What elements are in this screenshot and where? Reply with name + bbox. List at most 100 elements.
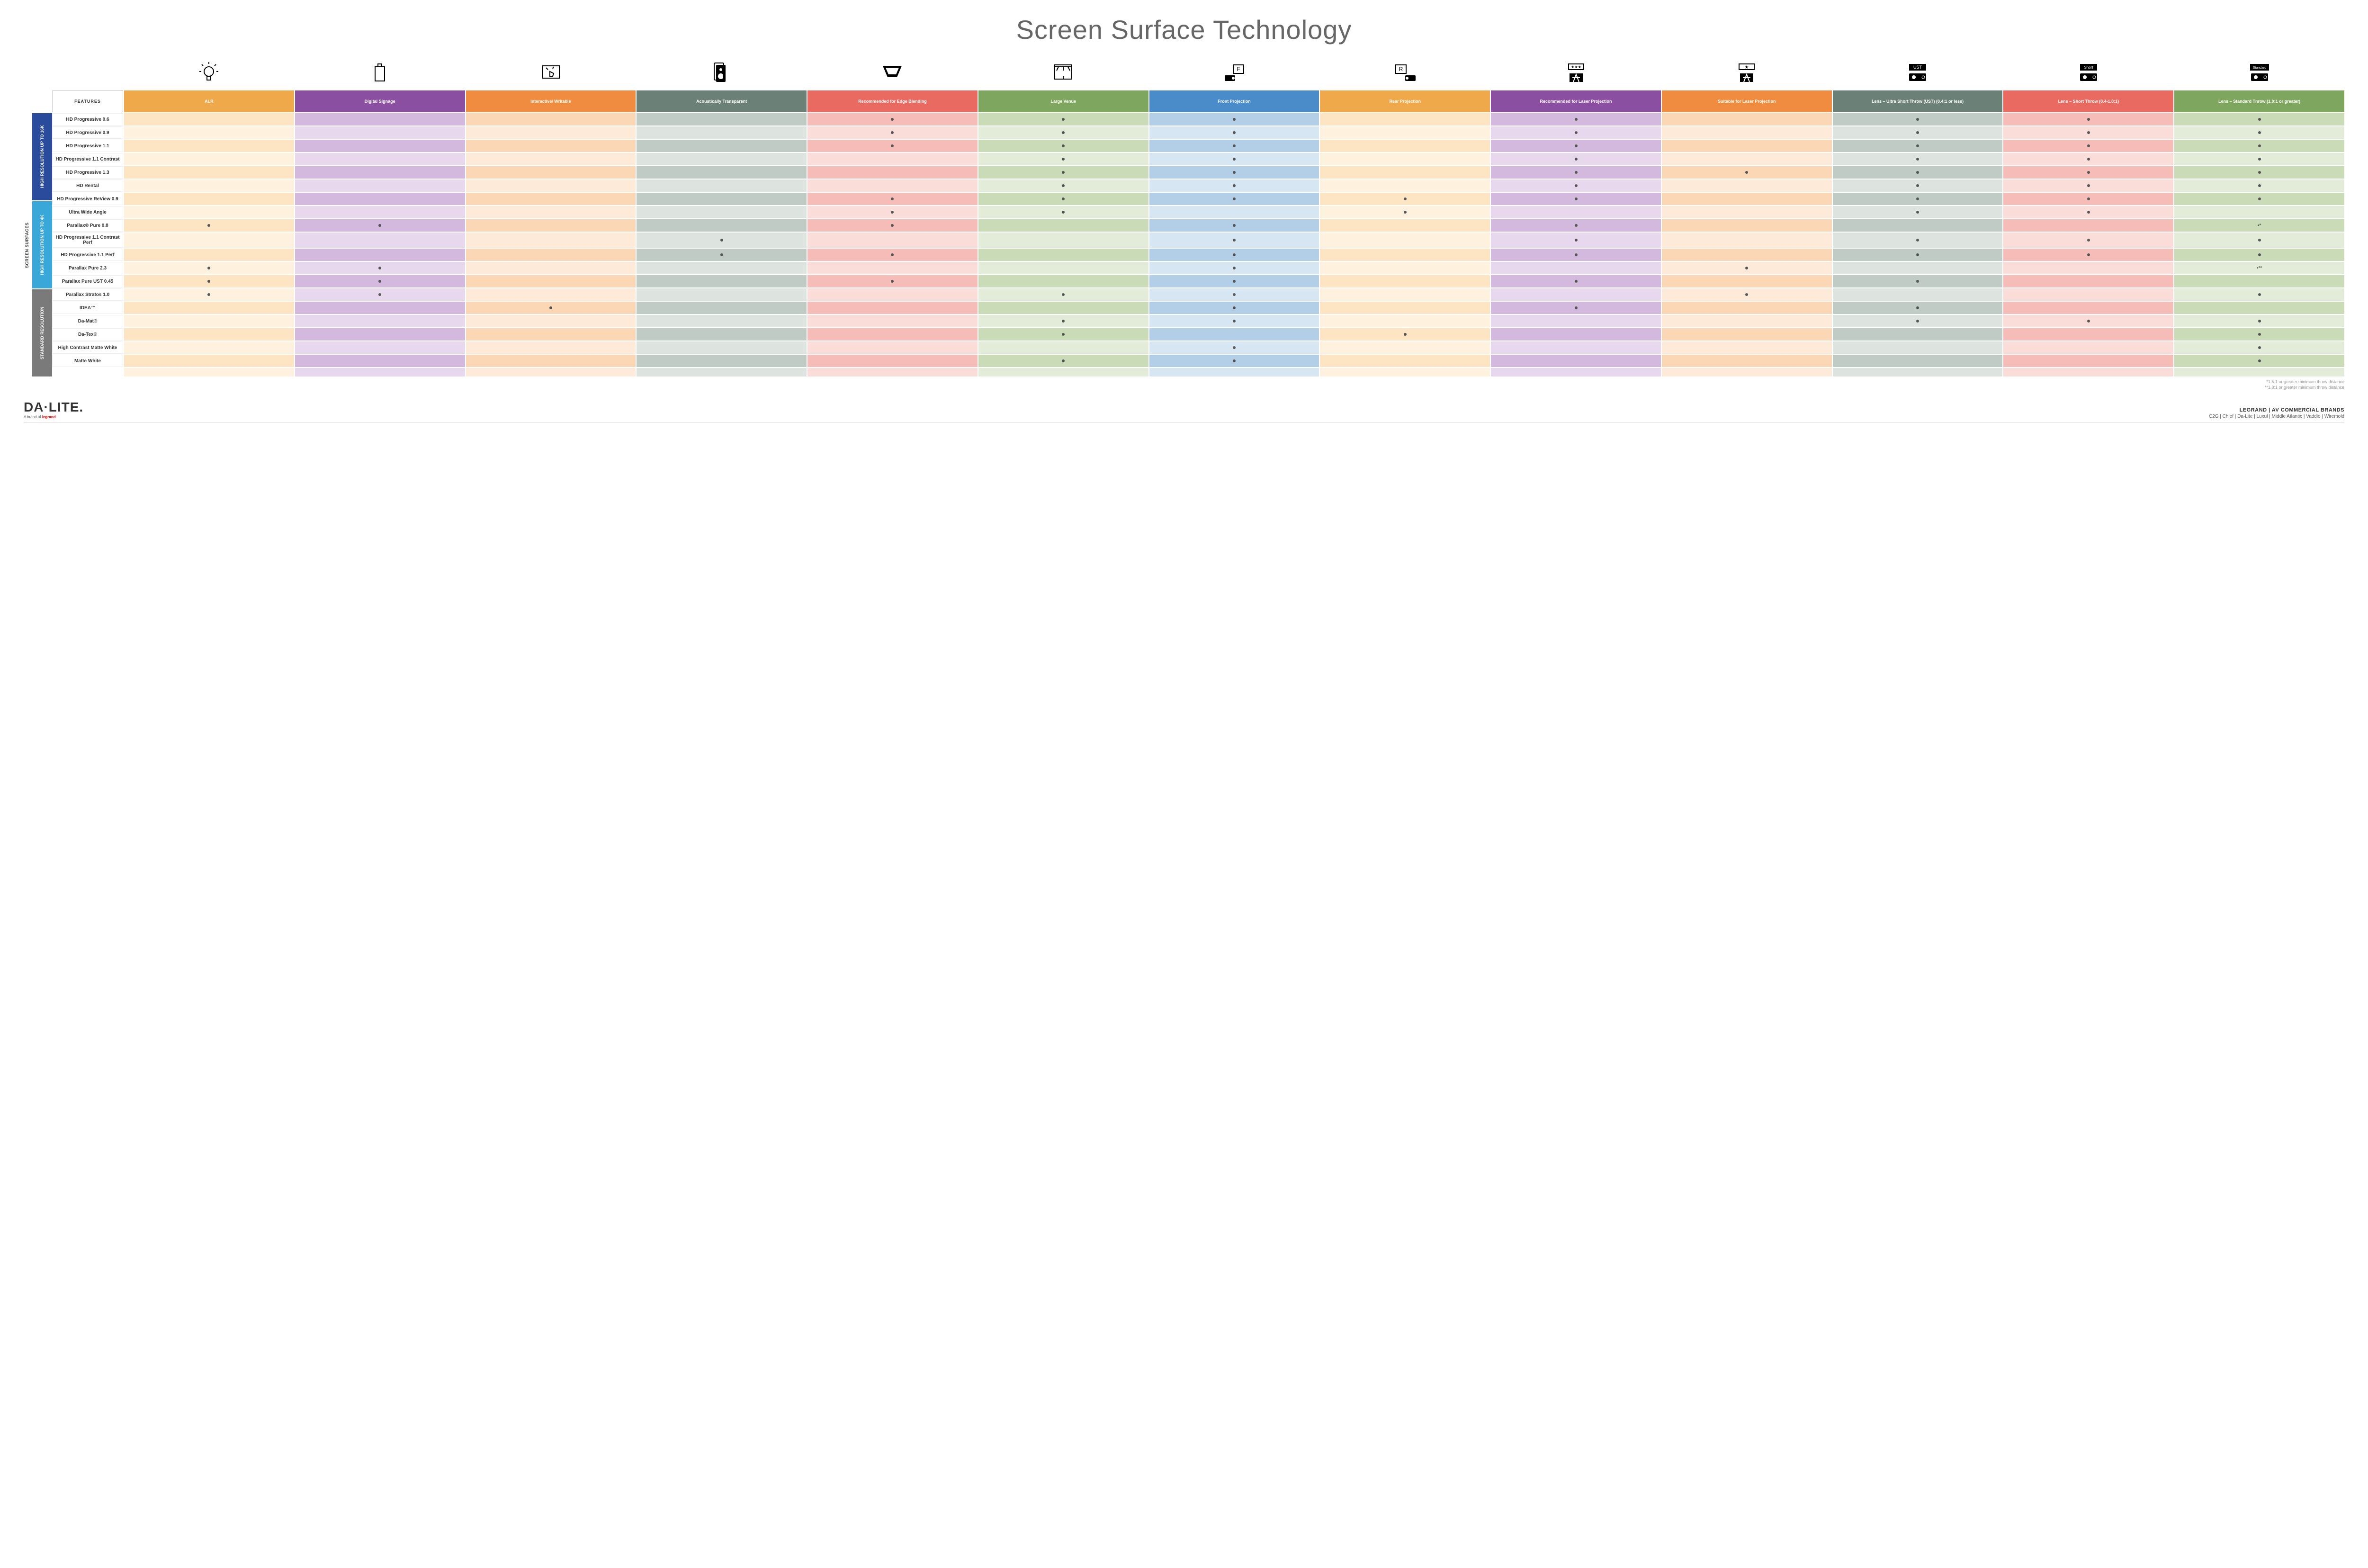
category-label: STANDARD RESOLUTION [32,289,52,376]
cell-ds [295,166,465,179]
cell-ds [295,262,465,274]
row-label: HD Progressive 0.9 [52,126,123,139]
brands-list: C2G | Chief | Da-Lite | Luxul | Middle A… [2209,414,2344,419]
blank-cell [807,368,978,376]
cell-lv [978,193,1148,205]
col-header-std: Lens – Standard Throw (1.0:1 or greater) [2174,90,2344,112]
cell-alr [124,275,294,287]
cell-sl [1662,315,1832,327]
cell-rp [1320,113,1490,125]
front-proj-icon: F [1149,59,1319,88]
cell-ds [295,249,465,261]
cell-rl [1491,249,1661,261]
row-label: Parallax® Pure 0.8 [52,219,123,232]
cell-eb [807,179,978,192]
blank-row [52,368,2344,376]
cell-ust [1833,315,2003,327]
cell-fp [1149,328,1319,340]
signage-icon [295,59,465,88]
footnote: *1.5:1 or greater minimum throw distance [24,379,2344,385]
cell-rl [1491,233,1661,248]
cell-iw [466,315,636,327]
cell-iw [466,179,636,192]
cell-st [2003,302,2173,314]
cell-std [2174,233,2344,248]
cell-st [2003,140,2173,152]
cell-alr [124,302,294,314]
cell-rp [1320,328,1490,340]
cell-sl [1662,206,1832,218]
cell-rp [1320,126,1490,139]
cell-ust [1833,355,2003,367]
cell-rl [1491,140,1661,152]
cell-sl [1662,262,1832,274]
cell-rl [1491,166,1661,179]
cell-ds [295,355,465,367]
row-label: Ultra Wide Angle [52,206,123,218]
cell-rl [1491,153,1661,165]
cell-rp [1320,315,1490,327]
cell-alr [124,140,294,152]
cell-alr [124,166,294,179]
blank-cell [1833,368,2003,376]
table-row: HD Progressive 1.1 Contrast [52,153,2344,165]
row-label: Parallax Pure UST 0.45 [52,275,123,287]
category-label: HIGH RESOLUTION UP TO 16K [32,113,52,200]
cell-lv [978,233,1148,248]
table-row: Ultra Wide Angle [52,206,2344,218]
blank-cell [124,368,294,376]
col-header-st: Lens – Short Throw (0.4-1.0:1) [2003,90,2173,112]
cell-lv [978,341,1148,354]
cell-at [637,302,807,314]
svg-text:F: F [1237,66,1240,72]
cell-ds [295,153,465,165]
brand-logo: DA·LITE. [24,400,83,415]
cell-rp [1320,193,1490,205]
cell-rp [1320,275,1490,287]
ust-icon: UST [1833,59,2003,88]
cell-ust [1833,153,2003,165]
brand-logo-sub: A brand of legrand [24,415,83,419]
row-label: Parallax Stratos 1.0 [52,288,123,301]
col-header-lv: Large Venue [978,90,1148,112]
cell-iw [466,166,636,179]
rear-proj-icon: R [1320,59,1490,88]
col-header-ds: Digital Signage [295,90,465,112]
cell-lv [978,262,1148,274]
cell-eb [807,288,978,301]
bulb-icon [124,59,294,88]
cell-at [637,219,807,232]
cell-ds [295,179,465,192]
cell-sl [1662,355,1832,367]
cell-at [637,233,807,248]
cell-rp [1320,233,1490,248]
cell-rl [1491,315,1661,327]
cell-at [637,315,807,327]
row-label: Da-Mat® [52,315,123,327]
table-row: Da-Mat® [52,315,2344,327]
cell-fp [1149,113,1319,125]
cell-std [2174,113,2344,125]
cell-rl [1491,113,1661,125]
cell-st [2003,193,2173,205]
cell-lv [978,153,1148,165]
cell-iw [466,249,636,261]
cell-std [2174,315,2344,327]
row-label: HD Progressive 1.3 [52,166,123,179]
cell-ust [1833,193,2003,205]
cell-eb [807,193,978,205]
cell-lv [978,206,1148,218]
category-label: HIGH RESOLUTION UP TO 4K [32,201,52,288]
cell-std [2174,355,2344,367]
col-header-ust: Lens – Ultra Short Throw (UST) (0.4:1 or… [1833,90,2003,112]
row-label: Parallax Pure 2.3 [52,262,123,274]
cell-ds [295,206,465,218]
cell-ds [295,126,465,139]
col-header-eb: Recommended for Edge Blending [807,90,978,112]
laser-suit-icon: ★ [1662,59,1832,88]
cell-alr [124,288,294,301]
cell-rp [1320,302,1490,314]
cell-at [637,166,807,179]
table-row: Da-Tex® [52,328,2344,340]
cell-st [2003,166,2173,179]
